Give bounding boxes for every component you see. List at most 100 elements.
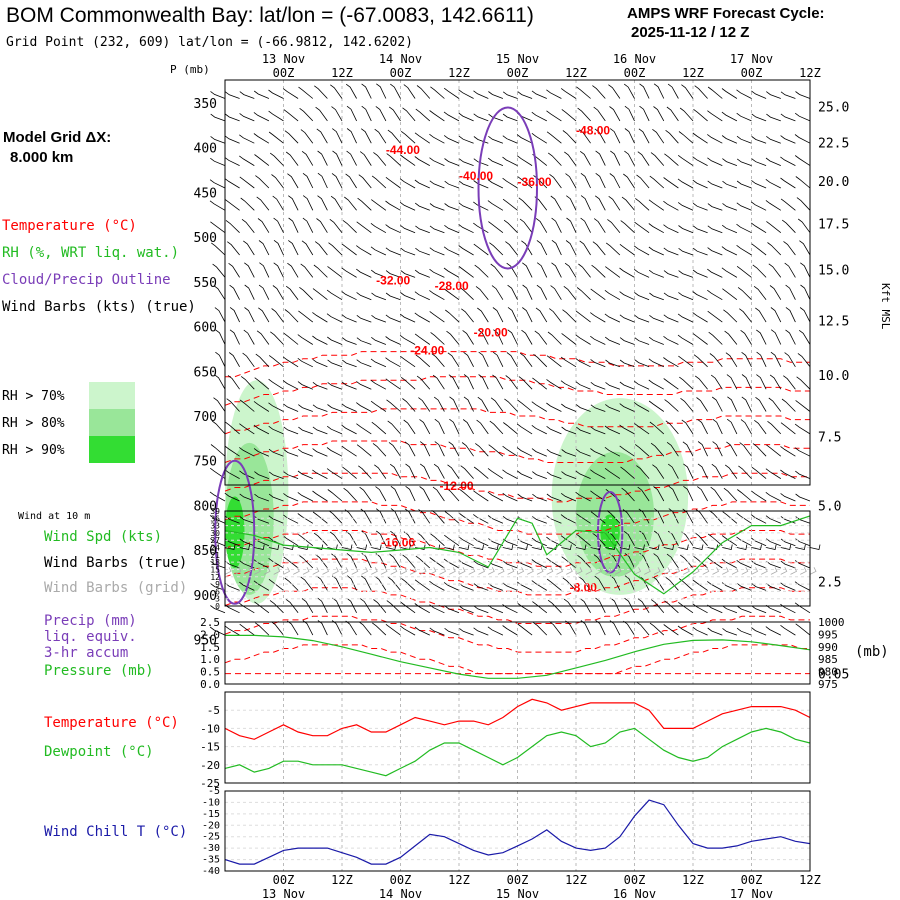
grid-wind-barb [790, 567, 798, 575]
wind-barb [254, 377, 270, 390]
wind-barb [387, 576, 401, 591]
wind-barb [371, 292, 387, 301]
wind-barb [473, 537, 489, 547]
wind-barb [449, 418, 460, 435]
wind-barb [566, 217, 577, 233]
wind-barb [402, 554, 416, 569]
true-wind-barb [561, 544, 572, 551]
wind-barb [460, 465, 474, 479]
wind-barb [619, 403, 635, 412]
wind-barb [215, 351, 226, 367]
legend-rh90-label: RH > 90% [2, 443, 65, 458]
wind-barb [722, 628, 738, 636]
wind-barb [604, 289, 621, 301]
wind-barb [590, 335, 606, 345]
wind-barb [253, 90, 270, 99]
wind-barb [751, 605, 767, 614]
wind-barb [794, 602, 811, 614]
wind-barb [389, 553, 401, 569]
wind-barb [371, 175, 387, 189]
wind-barb [405, 485, 416, 502]
bottom-date-label: 13 Nov [262, 887, 305, 900]
wind-barb [328, 242, 343, 256]
wind-barb [488, 538, 504, 547]
wind-barb [560, 535, 577, 547]
wind-barb [766, 221, 782, 234]
wind-barb [330, 84, 343, 99]
wind-barb [429, 627, 445, 636]
wind-barb [360, 128, 372, 144]
wind-barb [356, 359, 372, 368]
bottom-time-tick: 00Z [741, 873, 763, 887]
wind-barb [695, 509, 708, 524]
wind-barb [239, 560, 255, 569]
wind-barb [463, 374, 474, 390]
temp-tick-label: -20 [200, 759, 220, 772]
wind-tick-label: 24 [210, 544, 220, 553]
height-tick-label: 7.5 [818, 431, 841, 446]
wind-barb [503, 219, 518, 233]
wind-barb [531, 111, 547, 122]
wind-barb [271, 174, 284, 189]
wind-barb [634, 359, 650, 368]
wind-barb [434, 418, 445, 435]
wind-barb [477, 396, 489, 412]
wind-barb [224, 492, 240, 502]
wind-barb [562, 130, 577, 144]
wind-barb [400, 376, 416, 390]
panel-frame [224, 621, 811, 685]
true-wind-barb [795, 544, 806, 551]
temperature-contour [224, 530, 810, 567]
wind-barb [385, 247, 401, 256]
wind-barb [547, 331, 562, 345]
wind10-label: Wind at 10 m [18, 511, 90, 522]
wind-barb [492, 351, 504, 367]
wind-barb [692, 603, 708, 614]
height-tick-label: 20.0 [818, 175, 849, 190]
grid-wind-barb [722, 567, 729, 575]
wind-barb [416, 375, 431, 390]
wind-barb [388, 442, 401, 457]
wind-barb [664, 153, 679, 166]
wind-barb [403, 419, 416, 435]
wind-barb [228, 352, 240, 367]
wind-barb [696, 397, 708, 412]
wind-barb [595, 150, 606, 166]
wind-barb [653, 486, 665, 502]
wind-barb [239, 423, 255, 435]
wind-barb [741, 396, 752, 412]
wind-barb [649, 292, 664, 301]
grid-wind-barb [644, 567, 651, 575]
wind-barb [327, 336, 343, 345]
wind-barb [314, 85, 328, 99]
wind-barb [505, 375, 518, 390]
wind-barb [431, 353, 445, 368]
grid-wind-barb [312, 567, 320, 575]
wind-barb [433, 396, 445, 412]
wind-barb [488, 113, 504, 122]
wind-barb [301, 598, 314, 614]
wind-barb [400, 247, 416, 256]
wind-barb [283, 109, 299, 122]
wind-barb [518, 376, 533, 390]
wind-barb [546, 355, 562, 368]
wind-barb [707, 203, 723, 211]
wind-barb [652, 464, 665, 479]
wind-barb [272, 195, 284, 211]
wind-barb [770, 307, 782, 323]
wind-barb [634, 314, 650, 323]
legend-temperature: Temperature (°C) [2, 218, 137, 234]
pressure-tick-label: 400 [194, 142, 217, 157]
grid-wind-barb [780, 567, 788, 575]
wind-barb [516, 447, 533, 457]
wind-barb [287, 173, 299, 189]
wind-barb [254, 493, 270, 502]
wind-barb [727, 396, 738, 412]
wind-barb [244, 262, 255, 278]
grid-wind-barb [683, 567, 690, 575]
wind-barb [623, 530, 635, 546]
wind-barb [429, 225, 445, 234]
wind-barb [374, 464, 387, 479]
wind-barb [273, 262, 284, 278]
top-time-tick: 12Z [448, 66, 470, 80]
